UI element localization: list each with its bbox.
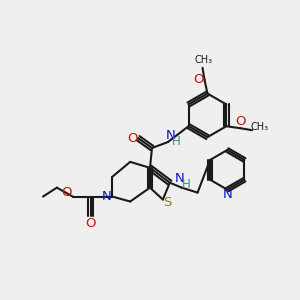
Text: S: S bbox=[163, 196, 171, 209]
Text: N: N bbox=[101, 190, 111, 203]
Text: CH₃: CH₃ bbox=[251, 122, 269, 132]
Text: H: H bbox=[182, 178, 191, 191]
Text: N: N bbox=[166, 129, 176, 142]
Text: H: H bbox=[172, 135, 181, 148]
Text: CH₃: CH₃ bbox=[194, 55, 213, 65]
Text: N: N bbox=[222, 188, 232, 201]
Text: O: O bbox=[235, 115, 245, 128]
Text: N: N bbox=[175, 172, 184, 185]
Text: O: O bbox=[85, 217, 96, 230]
Text: O: O bbox=[193, 73, 204, 86]
Text: O: O bbox=[61, 186, 72, 199]
Text: O: O bbox=[127, 132, 137, 145]
